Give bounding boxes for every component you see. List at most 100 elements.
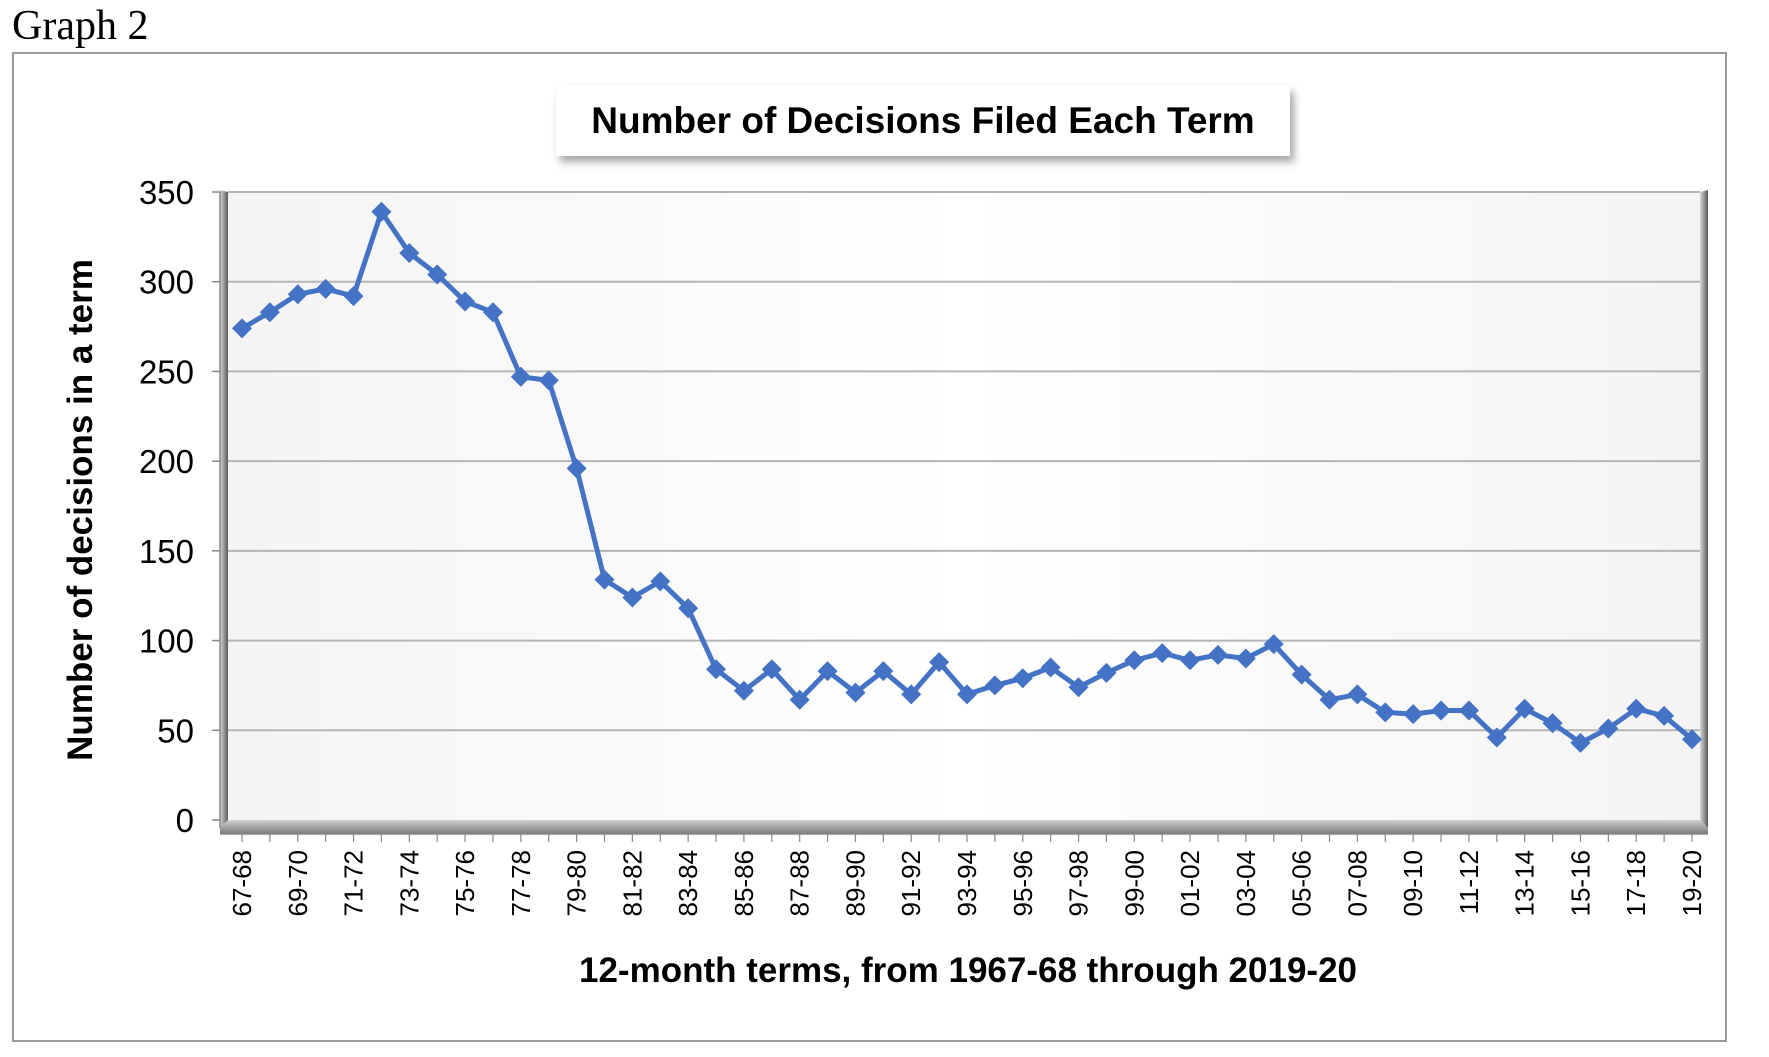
x-tick-label: 77-78 xyxy=(506,850,536,917)
x-tick-label: 75-76 xyxy=(450,850,480,917)
x-tick-label: 17-18 xyxy=(1621,850,1651,917)
data-point xyxy=(371,201,392,222)
data-point xyxy=(566,458,587,479)
x-tick-label: 15-16 xyxy=(1565,850,1595,917)
data-point xyxy=(901,684,922,705)
data-point xyxy=(1458,700,1479,721)
x-tick-label: 89-90 xyxy=(840,850,870,917)
x-tick-label: 07-08 xyxy=(1342,850,1372,917)
x-axis-label: 12-month terms, from 1967-68 through 201… xyxy=(579,951,1357,990)
data-point xyxy=(538,370,559,391)
data-point xyxy=(1486,727,1507,748)
y-tick-label: 0 xyxy=(176,802,194,839)
x-tick-label: 01-02 xyxy=(1175,850,1205,917)
data-point xyxy=(1068,677,1089,698)
data-point xyxy=(817,661,838,682)
x-axis-ticks: 67-68 69-70 71-72 73-74 75-76 77-78 79-80 81-82… xyxy=(220,833,1708,917)
plot-right-wall xyxy=(1700,190,1708,828)
y-tick-label: 50 xyxy=(157,712,194,749)
x-tick-label: 69-70 xyxy=(283,850,313,917)
data-point xyxy=(1180,650,1201,671)
x-tick-label: 13-14 xyxy=(1510,850,1540,917)
x-tick-label: 87-88 xyxy=(785,850,815,917)
x-tick-label: 81-82 xyxy=(617,850,647,917)
data-point xyxy=(761,659,782,680)
plot-wall xyxy=(228,192,1700,820)
data-point xyxy=(1096,662,1117,683)
data-point xyxy=(315,278,336,299)
plot-background xyxy=(220,190,1708,834)
y-axis-label: Number of decisions in a term xyxy=(61,259,100,761)
series-markers xyxy=(232,201,1702,753)
data-point xyxy=(1012,668,1033,689)
plot-left-wall xyxy=(220,190,228,828)
data-point xyxy=(427,264,448,285)
data-point xyxy=(1626,698,1647,719)
data-point xyxy=(455,291,476,312)
data-point xyxy=(1347,684,1368,705)
data-point xyxy=(845,682,866,703)
y-tick-label: 200 xyxy=(139,443,194,480)
data-point xyxy=(622,587,643,608)
data-point xyxy=(1598,718,1619,739)
x-tick-label: 95-96 xyxy=(1008,850,1038,917)
data-point xyxy=(957,684,977,705)
gridlines xyxy=(228,191,1700,732)
x-tick-label: 19-20 xyxy=(1677,850,1707,917)
data-point xyxy=(1207,644,1228,665)
data-point xyxy=(1124,650,1145,671)
y-tick-label: 250 xyxy=(139,353,194,390)
x-tick-label: 83-84 xyxy=(673,850,703,917)
x-tick-label: 03-04 xyxy=(1231,850,1261,917)
data-point xyxy=(706,659,727,680)
y-tick-label: 350 xyxy=(139,174,194,211)
x-tick-label: 79-80 xyxy=(562,850,592,917)
data-point xyxy=(1235,648,1256,669)
x-tick-label: 05-06 xyxy=(1287,850,1317,917)
x-tick-label: 85-86 xyxy=(729,850,759,917)
data-point xyxy=(259,302,280,323)
y-tick-label: 300 xyxy=(139,264,194,301)
data-point xyxy=(1542,713,1563,734)
data-point xyxy=(650,571,671,592)
data-point xyxy=(873,661,894,682)
x-tick-label: 73-74 xyxy=(394,850,424,917)
data-point xyxy=(399,243,420,264)
data-point xyxy=(733,680,754,701)
data-point xyxy=(1263,634,1284,655)
data-point xyxy=(232,318,252,339)
data-point xyxy=(1040,657,1061,678)
data-point xyxy=(1152,643,1173,664)
figure-label: Graph 2 xyxy=(12,3,149,49)
data-point xyxy=(482,302,503,323)
x-tick-label: 97-98 xyxy=(1064,850,1094,917)
chart-title: Number of Decisions Filed Each Term xyxy=(556,86,1290,156)
data-point xyxy=(1654,705,1675,726)
x-tick-label: 93-94 xyxy=(952,850,982,917)
data-point xyxy=(510,366,531,387)
data-point xyxy=(678,598,699,619)
y-tick-label: 150 xyxy=(139,533,194,570)
data-point xyxy=(1431,700,1452,721)
data-point xyxy=(1570,732,1591,753)
y-tick-label: 100 xyxy=(139,623,194,660)
chart-frame xyxy=(12,52,1727,1042)
data-point xyxy=(1682,729,1702,750)
x-tick-label: 91-92 xyxy=(896,850,926,917)
x-tick-label: 67-68 xyxy=(227,850,257,917)
data-point xyxy=(287,284,308,305)
data-point xyxy=(1291,664,1312,685)
data-point xyxy=(789,689,810,710)
x-tick-label: 09-10 xyxy=(1398,850,1428,917)
data-point xyxy=(1403,704,1424,725)
x-tick-label: 11-12 xyxy=(1454,850,1484,915)
data-point xyxy=(1514,698,1535,719)
data-point xyxy=(343,286,364,307)
data-point xyxy=(929,652,950,673)
x-tick-label: 99-00 xyxy=(1119,850,1149,917)
x-tick-label: 71-72 xyxy=(339,850,369,917)
data-point xyxy=(984,675,1005,696)
plot-floor xyxy=(220,820,1708,834)
y-axis-ticks: 0 50 100 150 200 250 300 350 xyxy=(139,174,221,839)
